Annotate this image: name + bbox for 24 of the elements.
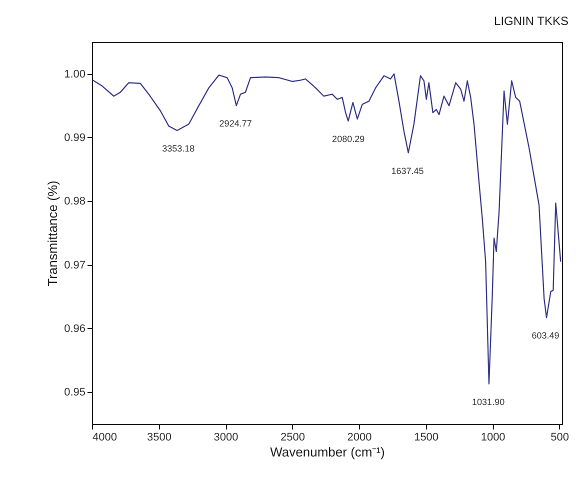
- line-series: [92, 73, 562, 384]
- annotation: 2080.29: [332, 134, 365, 144]
- annotation: 3353.18: [162, 143, 195, 154]
- x-tick-label: 4000: [92, 432, 117, 444]
- x-tick-label: 1500: [414, 432, 439, 444]
- y-tick-label: 1.00: [64, 68, 86, 80]
- chart-title: LIGNIN TKKS: [494, 14, 569, 28]
- y-tick-label: 0.97: [64, 259, 86, 272]
- annotation: 2924.77: [219, 118, 252, 129]
- y-tick-label: 0.98: [64, 196, 86, 208]
- y-tick-label: 0.99: [64, 132, 86, 144]
- x-tick-label: 2500: [280, 432, 306, 444]
- x-tick-label: 500: [550, 432, 570, 444]
- x-tick-label: 1000: [480, 432, 506, 444]
- annotation: 1637.45: [391, 166, 424, 176]
- x-tick-label: 2000: [347, 432, 372, 444]
- y-tick-label: 0.96: [64, 323, 86, 335]
- y-tick-label: 0.95: [64, 386, 86, 399]
- x-axis-title: Wavenumber (cm⁻¹): [270, 444, 385, 460]
- x-tick-label: 3500: [147, 432, 172, 444]
- x-tick-label: 3000: [214, 432, 238, 444]
- annotation: 1031.90: [472, 396, 505, 407]
- y-axis-title: Transmittance (%): [45, 180, 60, 286]
- annotation: 603.49: [532, 330, 560, 341]
